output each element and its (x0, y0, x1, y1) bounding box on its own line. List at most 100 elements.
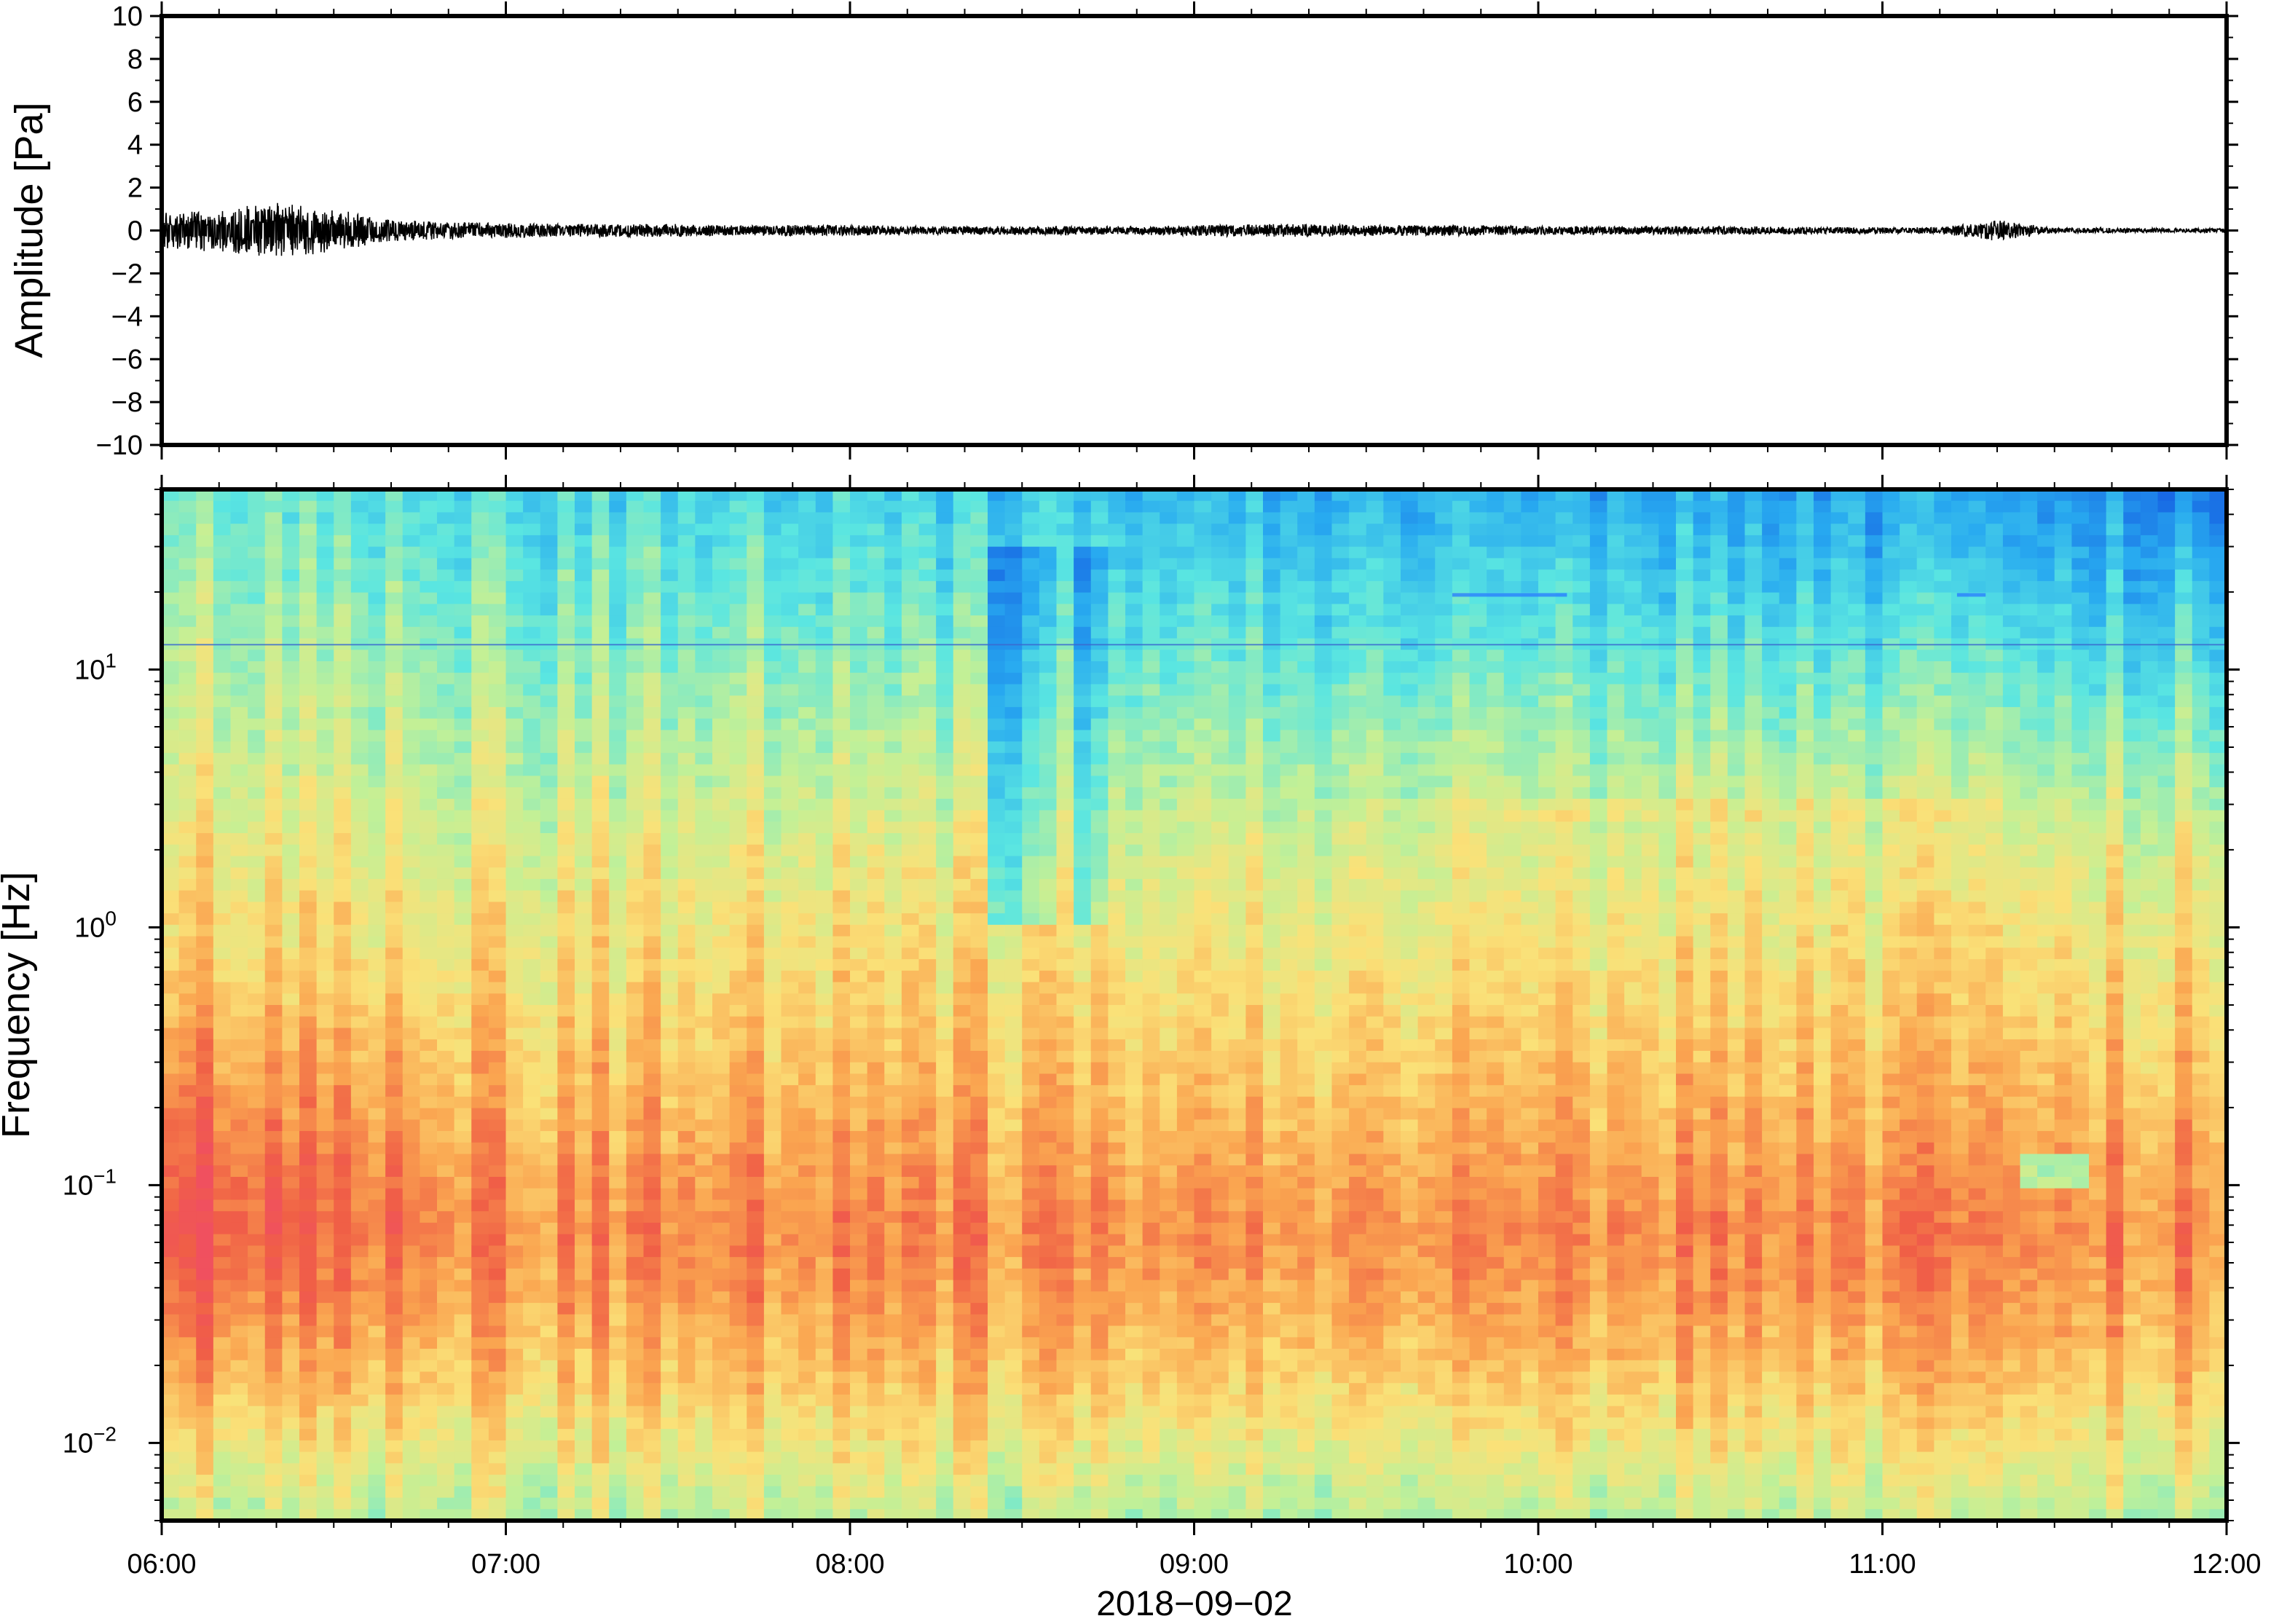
spectrogram-cell (334, 752, 352, 765)
spectrogram-cell (763, 959, 782, 971)
spectrogram-cell (970, 626, 988, 639)
spectrogram-cell (454, 1108, 472, 1120)
spectrogram-cell (695, 1337, 713, 1349)
spectrogram-cell (471, 1142, 489, 1155)
spectrogram-cell (523, 752, 541, 765)
spectrogram-cell (523, 1199, 541, 1212)
spectrogram-cell (540, 1463, 558, 1475)
spectrogram-cell (402, 1383, 420, 1395)
spectrogram-cell (162, 1360, 180, 1373)
spectrogram-cell (988, 1383, 1006, 1395)
spectrogram-cell (488, 1360, 507, 1373)
amplitude-tick-label: −6 (111, 344, 143, 375)
spectrogram-cell (970, 764, 988, 776)
spectrogram-cell (540, 1188, 558, 1201)
spectrogram-cell (833, 535, 851, 548)
spectrogram-cell (850, 1383, 868, 1395)
spectrogram-cell (420, 1005, 438, 1017)
spectrogram-cell (833, 1509, 851, 1521)
spectrogram-cell (505, 684, 524, 696)
spectrogram-cell (299, 821, 318, 834)
spectrogram-cell (884, 615, 902, 628)
spectrogram-cell (334, 959, 352, 971)
spectrogram-cell (488, 1325, 507, 1338)
spectrogram-cell (695, 1486, 713, 1499)
spectrogram-cell (523, 1142, 541, 1155)
spectrogram-cell (334, 1314, 352, 1327)
spectrogram-cell (471, 787, 489, 800)
spectrogram-cell (591, 924, 610, 937)
spectrogram-cell (471, 524, 489, 536)
spectrogram-cell (763, 1451, 782, 1464)
spectrogram-cell (763, 500, 782, 513)
spectrogram-cell (747, 695, 765, 708)
spectrogram-cell (213, 1325, 232, 1338)
spectrogram-cell (162, 1475, 180, 1487)
spectrogram-cell (936, 810, 954, 822)
spectrogram-cell (334, 787, 352, 800)
spectrogram-cell (162, 1028, 180, 1040)
spectrogram-cell (695, 512, 713, 524)
spectrogram-cell (1074, 924, 1092, 937)
spectrogram-cell (884, 1394, 902, 1407)
spectrogram-cell (540, 1394, 558, 1407)
spectrogram-cell (575, 695, 593, 708)
spectrogram-cell (437, 798, 455, 811)
spectrogram-cell (661, 615, 679, 628)
spectrogram-cell (1022, 752, 1040, 765)
spectrogram-cell (523, 1475, 541, 1487)
spectrogram-cell (1039, 1005, 1058, 1017)
spectrogram-cell (1074, 580, 1092, 594)
spectrogram-cell (162, 569, 180, 582)
spectrogram-cell (815, 1280, 833, 1292)
spectrogram-cell (936, 695, 954, 708)
spectrogram-cell (540, 1062, 558, 1074)
spectrogram-cell (162, 776, 180, 788)
spectrogram-cell (884, 1349, 902, 1361)
spectrogram-cell (867, 1429, 885, 1441)
spectrogram-cell (488, 1463, 507, 1475)
spectrogram-cell (609, 1360, 627, 1373)
spectrogram-cell (936, 1039, 954, 1052)
spectrogram-cell (402, 626, 420, 639)
spectrogram-cell (884, 535, 902, 548)
spectrogram-cell (781, 1108, 799, 1120)
spectrogram-cell (420, 650, 438, 662)
spectrogram-cell (282, 1383, 300, 1395)
spectrogram-cell (505, 924, 524, 937)
spectrogram-cell (196, 615, 214, 628)
spectrogram-cell (661, 1463, 679, 1475)
spectrogram-cell (815, 890, 833, 902)
spectrogram-cell (213, 1039, 232, 1052)
spectrogram-cell (953, 1303, 971, 1315)
spectrogram-cell (953, 1005, 971, 1017)
spectrogram-cell (316, 615, 334, 628)
spectrogram-cell (178, 1016, 197, 1029)
spectrogram-cell (609, 1303, 627, 1315)
spectrogram-cell (833, 650, 851, 662)
spectrogram-cell (798, 1073, 816, 1086)
spectrogram-cell (282, 776, 300, 788)
spectrogram-cell (867, 1325, 885, 1338)
spectrogram-cell (299, 1073, 318, 1086)
spectrogram-cell (523, 1325, 541, 1338)
spectrogram-cell (1056, 947, 1074, 960)
spectrogram-cell (1022, 1509, 1040, 1521)
spectrogram-cell (815, 1337, 833, 1349)
spectrogram-cell (609, 982, 627, 994)
spectrogram-cell (988, 867, 1006, 880)
spectrogram-cell (368, 878, 386, 891)
spectrogram-cell (264, 684, 283, 696)
spectrogram-cell (661, 1497, 679, 1510)
spectrogram-cell (936, 615, 954, 628)
spectrogram-cell (850, 924, 868, 937)
spectrogram-cell (316, 878, 334, 891)
spectrogram-cell (334, 1039, 352, 1052)
spectrogram-cell (248, 1131, 266, 1143)
spectrogram-cell (471, 1211, 489, 1223)
spectrogram-cell (729, 810, 747, 822)
spectrogram-cell (316, 1497, 334, 1510)
spectrogram-cell (230, 844, 248, 857)
spectrogram-cell (781, 695, 799, 708)
spectrogram-cell (471, 1154, 489, 1166)
